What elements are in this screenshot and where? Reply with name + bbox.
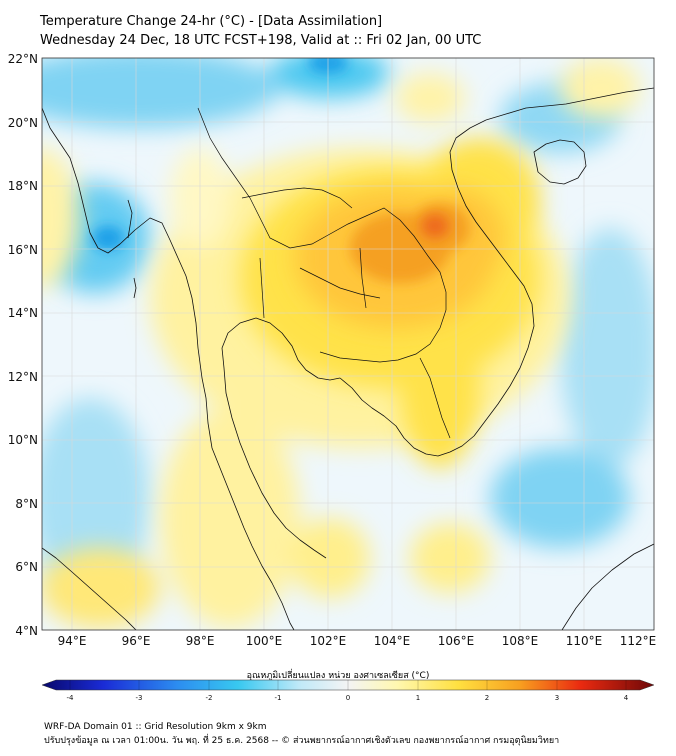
temperature-field	[42, 58, 654, 630]
footer-line-1: WRF-DA Domain 01 :: Grid Resolution 9km …	[44, 722, 267, 732]
country-borders	[197, 107, 451, 439]
title-line-2: Wednesday 24 Dec, 18 UTC FCST+198, Valid…	[40, 33, 482, 48]
lon-tick: 112°E	[620, 634, 657, 648]
footer: WRF-DA Domain 01 :: Grid Resolution 9km …	[44, 720, 559, 748]
lat-tick: 4°N	[15, 624, 38, 638]
lon-tick: 98°E	[186, 634, 215, 648]
lon-tick: 94°E	[58, 634, 87, 648]
colorbar-tick: 4	[624, 694, 629, 702]
colorbar-tick: 1	[416, 694, 420, 702]
lon-tick: 96°E	[122, 634, 151, 648]
lat-tick: 20°N	[8, 116, 38, 130]
colorbar-scale	[41, 679, 655, 691]
colorbar-ticklines	[69, 680, 627, 690]
coastlines	[42, 87, 654, 630]
lat-tick: 6°N	[15, 560, 38, 574]
lat-tick: 8°N	[15, 497, 38, 511]
lon-tick: 108°E	[502, 634, 539, 648]
colorbar-tick: 2	[485, 694, 489, 702]
colorbar-ticks: -4 -3 -2 -1 0 1 2 3 4	[67, 694, 629, 702]
map-frame	[41, 57, 655, 631]
lat-tick: 22°N	[8, 52, 38, 66]
map-panel: 22°N 20°N 18°N 16°N 14°N 12°N 10°N 8°N 6…	[0, 48, 676, 648]
colorbar-tick: -3	[136, 694, 143, 702]
lon-tick: 110°E	[566, 634, 603, 648]
colorbar-graphic: -4 -3 -2 -1 0 1 2 3 4	[41, 679, 655, 702]
temperature-map: 22°N 20°N 18°N 16°N 14°N 12°N 10°N 8°N 6…	[8, 52, 657, 648]
lon-tick: 100°E	[246, 634, 283, 648]
colorbar-title: อุณหภูมิเปลี่ยนแปลง หน่วย องศาเซลเซียส (…	[246, 671, 430, 681]
lat-tick: 10°N	[8, 433, 38, 447]
lat-tick: 16°N	[8, 243, 38, 257]
colorbar-tick: 0	[346, 694, 350, 702]
map-title: Temperature Change 24-hr (°C) - [Data As…	[40, 12, 481, 50]
lat-tick: 18°N	[8, 179, 38, 193]
lon-tick: 104°E	[374, 634, 411, 648]
colorbar-tick: -2	[206, 694, 213, 702]
lat-tick: 14°N	[8, 306, 38, 320]
colorbar-tick: 3	[555, 694, 559, 702]
title-line-1: Temperature Change 24-hr (°C) - [Data As…	[40, 14, 383, 29]
lat-tick: 12°N	[8, 370, 38, 384]
colorbar-tick: -4	[67, 694, 75, 702]
lon-tick: 102°E	[310, 634, 347, 648]
colorbar-tick: -1	[275, 694, 282, 702]
lat-axis: 22°N 20°N 18°N 16°N 14°N 12°N 10°N 8°N 6…	[8, 52, 38, 638]
footer-line-2: ปรับปรุงข้อมูล ณ เวลา 01:00น. วัน พฤ. ที…	[44, 736, 560, 746]
lon-axis: 94°E 96°E 98°E 100°E 102°E 104°E 106°E 1…	[58, 634, 657, 648]
lon-tick: 106°E	[438, 634, 475, 648]
colorbar: อุณหภูมิเปลี่ยนแปลง หน่วย องศาเซลเซียส (…	[0, 660, 676, 710]
